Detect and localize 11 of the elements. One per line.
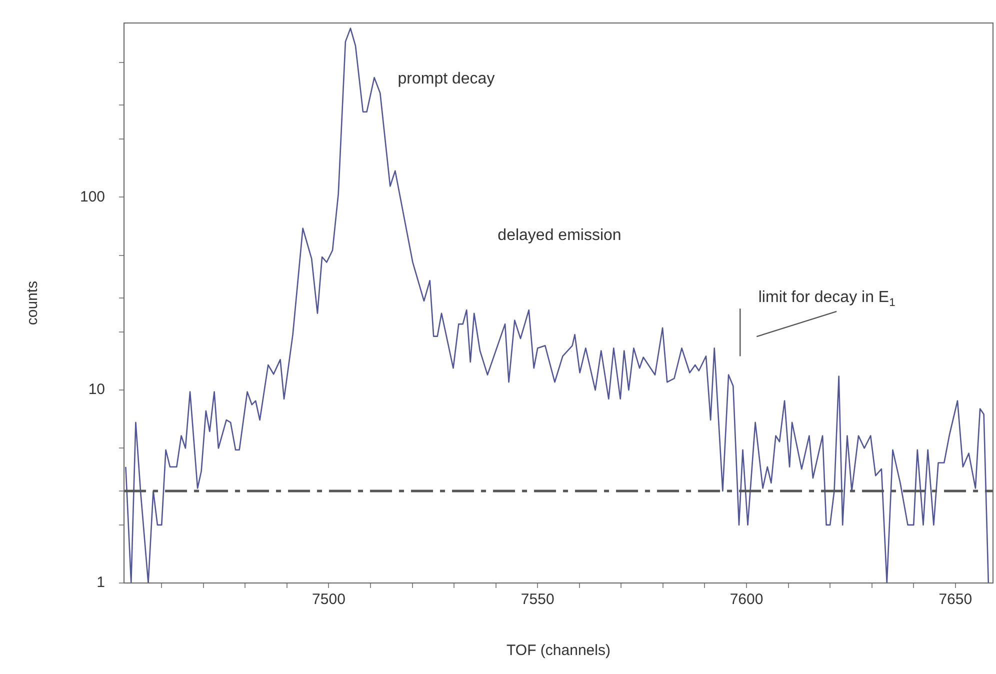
x-tick-label: 7500	[312, 591, 346, 608]
x-tick-label: 7550	[520, 591, 554, 608]
y-tick-label: 100	[80, 188, 106, 206]
annotation: prompt decay	[398, 70, 495, 88]
x-axis-title: TOF (channels)	[506, 642, 610, 660]
annotation: delayed emission	[498, 227, 622, 244]
y-tick-label: 10	[88, 381, 106, 398]
x-tick-label: 7600	[730, 591, 764, 608]
x-tick-label: 7650	[938, 591, 972, 608]
y-tick-label: 1	[96, 574, 106, 592]
y-axis-title: counts	[24, 280, 42, 326]
